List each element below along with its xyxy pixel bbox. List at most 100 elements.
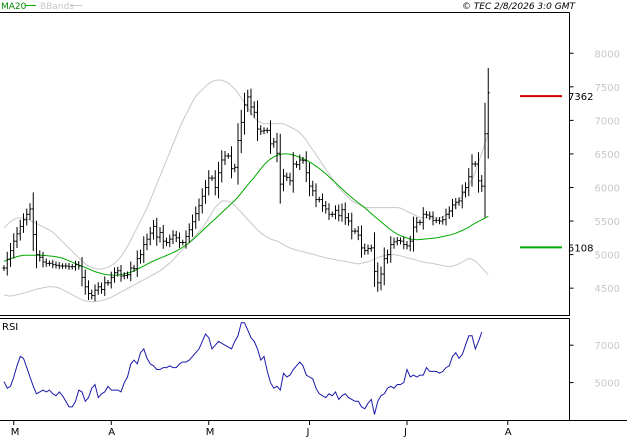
ohlc-bar xyxy=(451,198,454,218)
ohlc-bar xyxy=(288,172,292,186)
ohlc-bar xyxy=(184,230,188,249)
ohlc-bar xyxy=(22,213,25,233)
ohlc-bar xyxy=(9,243,12,267)
ohlc-bar xyxy=(483,102,487,218)
ohlc-bar xyxy=(5,251,9,276)
copyright-timestamp: © TEC 2/8/2026 3:0 GMT xyxy=(462,2,577,12)
ohlc-bar xyxy=(165,237,168,247)
ohlc-bar xyxy=(243,92,246,135)
price-tick-label: 6000 xyxy=(595,183,620,194)
ma20-path xyxy=(3,153,489,276)
price-tick-label: 8000 xyxy=(595,49,620,60)
ohlc-bar xyxy=(122,272,126,280)
ohlc-bar xyxy=(311,180,315,197)
ohlc-bar xyxy=(113,267,116,283)
rsi-tick-label: 7000 xyxy=(595,341,620,352)
ohlc-bar xyxy=(412,216,415,252)
price-tick-label: 7500 xyxy=(595,83,620,94)
ohlc-bar xyxy=(402,236,406,250)
rsi-series xyxy=(3,322,483,415)
ohlc-bar xyxy=(376,262,380,292)
ohlc-bar xyxy=(265,127,269,134)
legend-bbands: BBands xyxy=(40,2,74,12)
ohlc-bar xyxy=(155,217,159,246)
ohlc-bar xyxy=(168,234,172,248)
ohlc-bar xyxy=(356,226,360,241)
ohlc-bar xyxy=(200,188,204,214)
ohlc-bar xyxy=(334,205,337,220)
ohlc-bar xyxy=(379,266,383,291)
ohlc-bar xyxy=(470,154,474,187)
ohlc-bar xyxy=(308,162,311,197)
ohlc-bar xyxy=(467,168,471,197)
rsi-axis: 7000 5000 xyxy=(569,341,620,390)
ohlc-bar xyxy=(415,217,419,233)
support-level-label: 5108 xyxy=(568,243,593,254)
price-tick-label: 4500 xyxy=(595,284,620,295)
ohlc-bar xyxy=(100,282,103,294)
ohlc-bar xyxy=(135,250,139,277)
ohlc-bar xyxy=(230,146,233,179)
month-tick-label: M xyxy=(11,427,20,438)
ohlc-bar xyxy=(77,261,81,270)
ohlc-bar xyxy=(25,208,29,226)
ohlc-bar xyxy=(51,259,55,269)
ohlc-bar xyxy=(431,211,435,226)
ohlc-bar xyxy=(126,271,129,279)
price-tick-label: 5000 xyxy=(595,251,620,262)
ohlc-bar xyxy=(197,198,201,221)
ohlc-bar xyxy=(119,264,123,282)
ohlc-bar xyxy=(61,263,64,269)
ohlc-bar xyxy=(324,200,328,214)
ohlc-bar xyxy=(428,211,432,220)
ohlc-bar xyxy=(226,153,230,159)
ohlc-bar xyxy=(392,237,396,249)
ohlc-bar xyxy=(317,196,321,203)
ohlc-bar xyxy=(161,224,165,249)
ohlc-bar xyxy=(369,244,373,252)
ohlc-bar xyxy=(291,152,295,193)
ohlc-bar xyxy=(207,170,211,196)
ohlc-bar xyxy=(249,88,253,116)
ohlc-bar xyxy=(103,276,107,296)
ohlc-bar xyxy=(80,257,84,287)
ohlc-bar xyxy=(395,236,399,246)
ohlc-bar xyxy=(12,233,16,259)
ohlc-bar xyxy=(278,133,282,204)
ohlc-bar xyxy=(360,225,363,258)
ohlc-bar xyxy=(256,100,259,141)
ohlc-bar xyxy=(321,193,324,212)
ohlc-bar xyxy=(363,243,367,255)
ohlc-bar xyxy=(304,151,308,183)
ohlc-bar xyxy=(444,208,448,226)
ohlc-bar xyxy=(259,125,263,136)
resistance-level-label: 7362 xyxy=(568,92,593,103)
ohlc-bar xyxy=(421,207,425,230)
ohlc-bar xyxy=(213,170,217,196)
panel-frames xyxy=(0,12,627,421)
ohlc-bar xyxy=(158,227,162,243)
ohlc-bar xyxy=(220,150,224,183)
ohlc-bar xyxy=(486,67,490,159)
ohlc-bar xyxy=(457,197,461,206)
ohlc-bar xyxy=(454,197,458,210)
rsi-panel-title: RSI xyxy=(2,322,18,333)
price-axis: 8000 7500 7000 6500 6000 5500 5000 4500 xyxy=(569,49,620,295)
ohlc-bar xyxy=(142,236,146,263)
ohlc-bar xyxy=(389,236,393,263)
month-tick-label: J xyxy=(403,427,407,438)
ohlc-bar xyxy=(460,184,464,209)
legend-ma20: MA20 xyxy=(1,2,27,12)
ohlc-bar xyxy=(246,89,250,113)
ohlc-bar xyxy=(145,233,149,251)
ohlc-bar xyxy=(210,175,214,181)
price-tick-label: 7000 xyxy=(595,116,620,127)
ohlc-bar xyxy=(64,263,68,269)
ohlc-bar xyxy=(18,219,22,241)
ohlc-bar xyxy=(347,213,350,226)
ohlc-bar xyxy=(217,161,220,199)
ohlc-bar xyxy=(425,211,428,219)
ohlc-bar xyxy=(67,262,71,270)
